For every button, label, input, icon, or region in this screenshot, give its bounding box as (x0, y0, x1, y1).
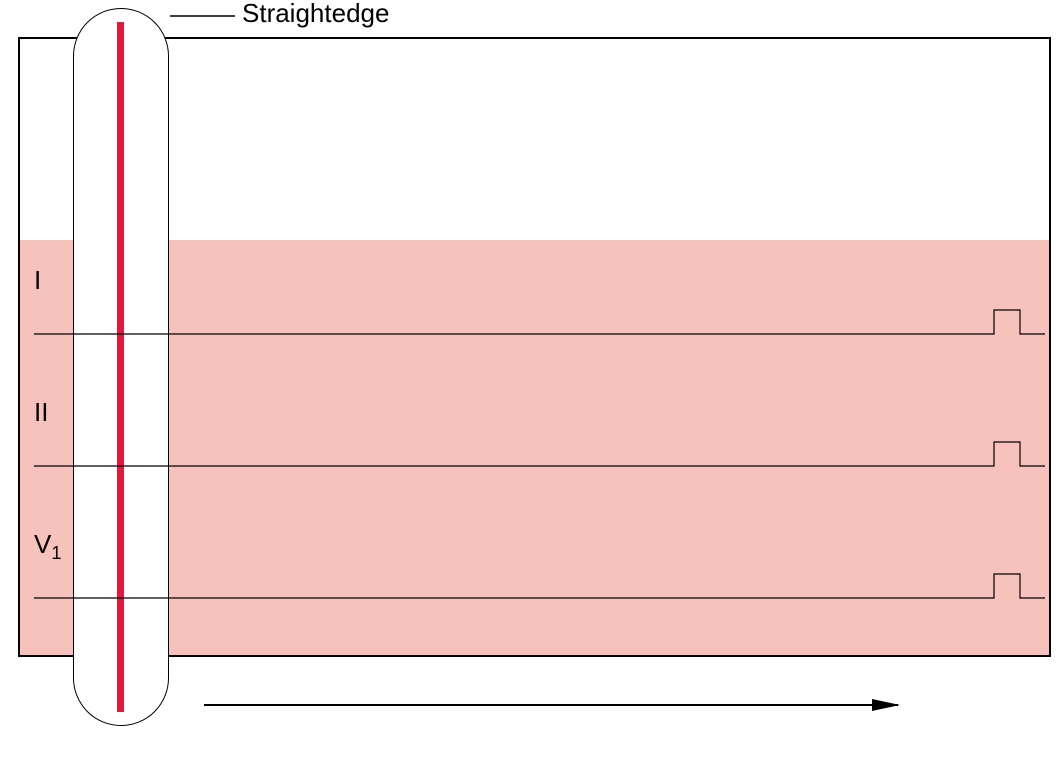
diagram-canvas: IIIV1Straightedge (0, 0, 1056, 759)
direction-arrow (0, 0, 1056, 759)
